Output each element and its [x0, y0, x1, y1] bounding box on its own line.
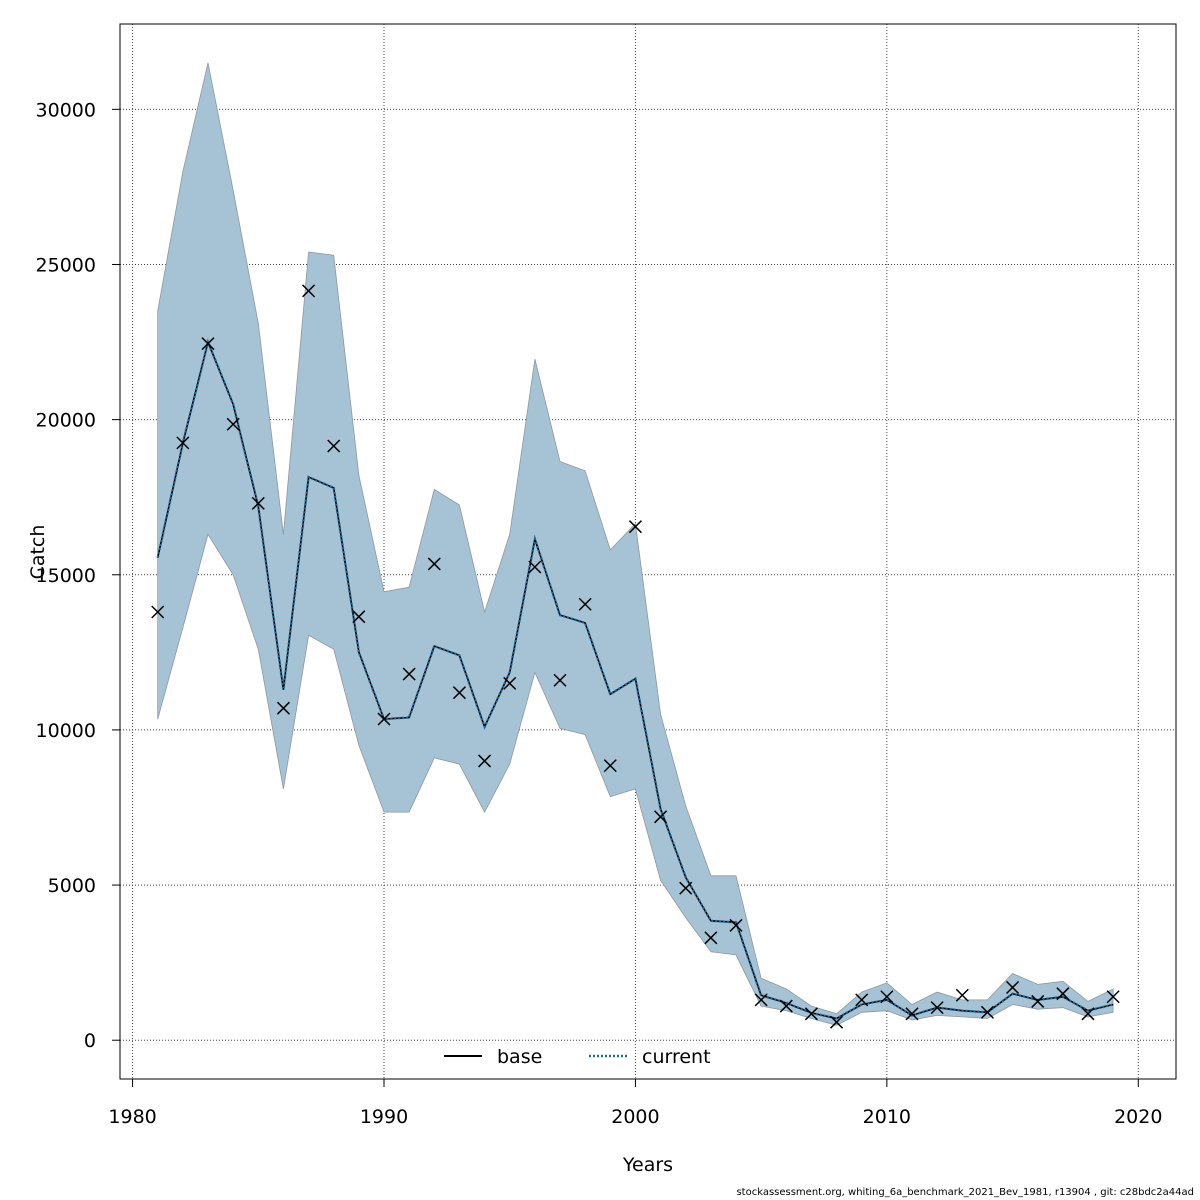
observed-point: [830, 1015, 844, 1029]
axes: 1980 1990 2000 2010 2020 0 5000 10000 15000 20000…: [36, 99, 1163, 1128]
observed-point: [553, 673, 567, 687]
observed-point: [779, 999, 793, 1013]
observed-point: [402, 667, 416, 681]
observed-point: [302, 284, 316, 298]
observed-point: [955, 988, 969, 1002]
footer-credit: stockassessment.org, whiting_6a_benchmar…: [736, 1187, 1194, 1198]
series-line-current: [156, 338, 1114, 1020]
observed-point: [528, 560, 542, 574]
x-tick-label: 2010: [863, 1106, 911, 1128]
observed-point: [1006, 980, 1020, 994]
observed-point: [478, 754, 492, 768]
observed-point: [980, 1005, 994, 1019]
observed-points: [151, 284, 1120, 1029]
observed-point: [1081, 1007, 1095, 1021]
x-tick-label: 1980: [108, 1106, 156, 1128]
y-tick-label: 25000: [36, 254, 96, 276]
observed-point: [603, 759, 617, 773]
legend-base-label: base: [497, 1046, 542, 1068]
observed-point: [151, 605, 165, 619]
observed-point: [452, 686, 466, 700]
observed-point: [855, 993, 869, 1007]
y-tick-label: 20000: [36, 410, 96, 432]
observed-point: [251, 496, 265, 510]
y-tick-label: 5000: [48, 875, 96, 897]
observed-point: [905, 1007, 919, 1021]
confidence-band: [157, 62, 1114, 1026]
x-axis-title: Years: [622, 1154, 673, 1176]
observed-point: [729, 918, 743, 932]
observed-point: [327, 439, 341, 453]
observed-point: [654, 810, 668, 824]
legend-current-label: current: [642, 1046, 711, 1068]
observed-point: [1056, 987, 1070, 1001]
observed-point: [1106, 990, 1120, 1004]
observed-point: [628, 520, 642, 534]
observed-point: [930, 1001, 944, 1015]
observed-point: [804, 1007, 818, 1021]
observed-point: [352, 610, 366, 624]
observed-point: [427, 557, 441, 571]
observed-point: [176, 436, 190, 450]
observed-point: [276, 701, 290, 715]
y-tick-label: 30000: [36, 99, 96, 121]
y-tick-label: 15000: [36, 565, 96, 587]
y-tick-label: 0: [84, 1030, 96, 1052]
observed-point: [1031, 994, 1045, 1008]
observed-point: [679, 881, 693, 895]
observed-point: [503, 676, 517, 690]
x-tick-label: 2000: [611, 1106, 659, 1128]
x-tick-label: 2020: [1114, 1106, 1162, 1128]
observed-point: [880, 990, 894, 1004]
observed-point: [201, 337, 215, 351]
observed-point: [754, 993, 768, 1007]
observed-point: [377, 712, 391, 726]
x-tick-label: 1990: [360, 1106, 408, 1128]
plot-frame: [119, 23, 1177, 1080]
y-tick-label: 10000: [36, 720, 96, 742]
legend: base current: [444, 1046, 711, 1068]
series-lines: [156, 338, 1114, 1020]
observed-point: [578, 597, 592, 611]
observed-point: [226, 417, 240, 431]
observed-point: [704, 931, 718, 945]
y-axis-title: Catch: [27, 525, 49, 580]
